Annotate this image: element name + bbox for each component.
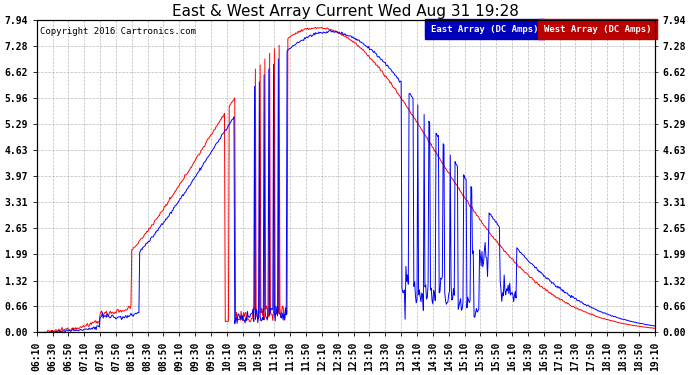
Title: East & West Array Current Wed Aug 31 19:28: East & West Array Current Wed Aug 31 19:… [172, 4, 519, 19]
Text: Copyright 2016 Cartronics.com: Copyright 2016 Cartronics.com [40, 27, 196, 36]
Legend: East Array (DC Amps), West Array (DC Amps): East Array (DC Amps), West Array (DC Amp… [425, 21, 654, 36]
